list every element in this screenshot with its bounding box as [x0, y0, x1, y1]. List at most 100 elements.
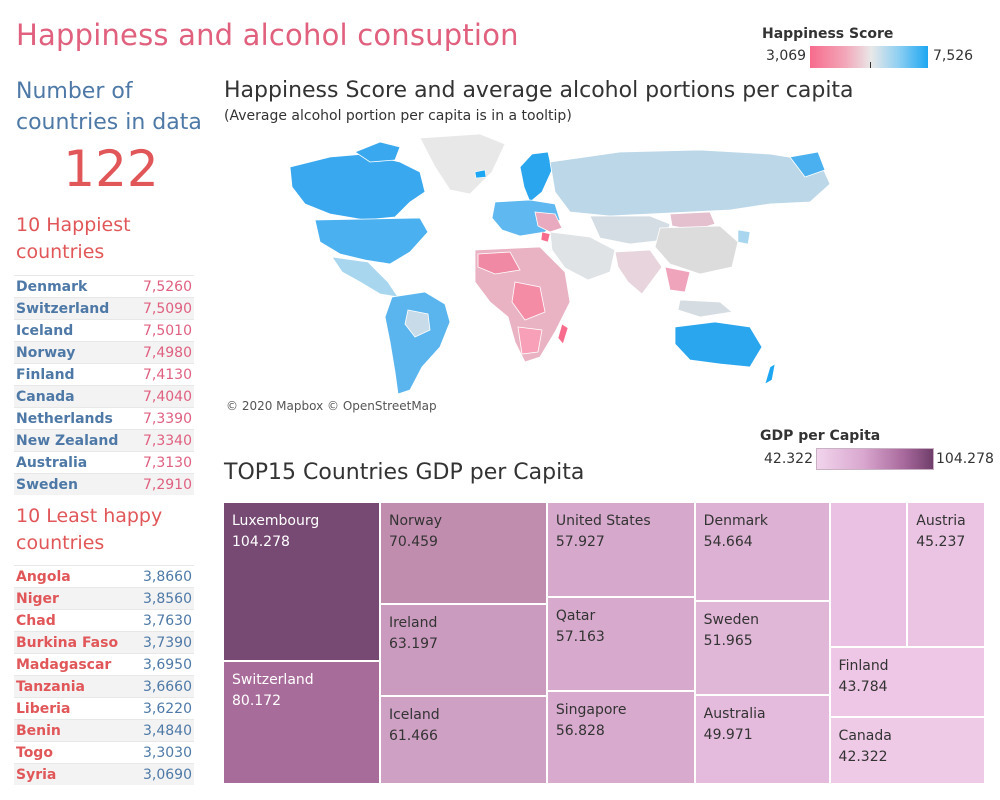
- middle-east-region[interactable]: [549, 231, 616, 281]
- treemap-tile[interactable]: Norway 70.459: [379, 502, 547, 605]
- gdp-treemap: Luxembourg 104.278 Switzerland 80.172 Norw…: [223, 502, 985, 784]
- treemap-tile[interactable]: Switzerland 80.172: [223, 661, 380, 784]
- dashboard-title: Happiness and alcohol consuption: [16, 18, 519, 52]
- table-row[interactable]: Sweden 7,2910: [14, 473, 194, 495]
- table-row[interactable]: Australia 7,3130: [14, 451, 194, 474]
- country-name: Chad: [14, 609, 134, 632]
- mexico-region[interactable]: [331, 256, 399, 298]
- treemap-tile[interactable]: Iceland 61.466: [379, 696, 547, 784]
- happiness-score: 7,5090: [133, 297, 194, 320]
- country-name: Finland: [14, 363, 134, 386]
- australia-region[interactable]: [674, 321, 763, 368]
- tile-value: 104.278: [232, 534, 290, 550]
- south-america-region[interactable]: [384, 291, 451, 395]
- table-row[interactable]: Canada 7,4040: [14, 385, 194, 408]
- greenland-region[interactable]: [419, 133, 506, 195]
- treemap-tile[interactable]: Austria 45.237: [907, 502, 985, 647]
- arctic-islands-region[interactable]: [354, 141, 401, 163]
- country-name: Benin: [14, 719, 134, 742]
- tile-country: Sweden: [703, 611, 759, 628]
- usa-region[interactable]: [314, 217, 429, 265]
- iceland-region[interactable]: [474, 169, 487, 179]
- happiness-score: 3,4840: [133, 719, 194, 742]
- andes-region[interactable]: [404, 309, 431, 338]
- gdp-legend[interactable]: GDP per Capita 42.322 104.278: [760, 428, 995, 474]
- happiness-legend-max: 7,526: [933, 48, 974, 64]
- treemap-tile[interactable]: Australia 49.971: [694, 694, 830, 784]
- table-row[interactable]: Tanzania 3,6660: [14, 675, 194, 698]
- happiness-score: 3,7630: [133, 609, 194, 632]
- southern-africa-region[interactable]: [517, 326, 543, 355]
- table-row[interactable]: Togo 3,3030: [14, 741, 194, 764]
- table-row[interactable]: Burkina Faso 3,7390: [14, 631, 194, 654]
- table-row[interactable]: Madagascar 3,6950: [14, 653, 194, 676]
- table-row[interactable]: Benin 3,4840: [14, 719, 194, 742]
- gdp-legend-title: GDP per Capita: [760, 428, 881, 444]
- map-title: Happiness Score and average alcohol port…: [224, 78, 854, 103]
- treemap-tile[interactable]: Finland 43.784: [829, 646, 985, 718]
- happiness-score: 3,6220: [133, 697, 194, 720]
- treemap-tile[interactable]: Canada 42.322: [829, 717, 985, 784]
- tile-country: Canada: [838, 728, 892, 745]
- table-row[interactable]: Niger 3,8560: [14, 587, 194, 610]
- table-row[interactable]: Netherlands 7,3390: [14, 407, 194, 430]
- table-row[interactable]: New Zealand 7,3340: [14, 429, 194, 452]
- world-map[interactable]: [270, 132, 840, 407]
- happiness-score: 7,4040: [133, 385, 194, 408]
- treemap-tile[interactable]: Sweden 51.965: [694, 600, 830, 695]
- tile-value: 56.828: [555, 722, 605, 739]
- new-zealand-region[interactable]: [764, 363, 776, 385]
- happiness-score: 7,2910: [133, 473, 194, 495]
- treemap-tile[interactable]: Denmark 54.664: [694, 502, 830, 601]
- happiest-title-line1: 10 Happiest: [16, 214, 131, 236]
- tile-value: 57.163: [555, 629, 605, 646]
- tile-value: 49.971: [703, 726, 753, 743]
- madagascar-region[interactable]: [557, 323, 569, 345]
- treemap-tile[interactable]: Luxembourg 104.278: [223, 502, 380, 662]
- treemap-tile[interactable]: Qatar 57.163: [546, 597, 695, 691]
- happiness-score: 3,7390: [133, 631, 194, 654]
- table-row[interactable]: Syria 3,0690: [14, 763, 194, 785]
- country-name: Norway: [14, 341, 134, 364]
- happiness-score: 3,6950: [133, 653, 194, 676]
- happiness-score: 7,4130: [133, 363, 194, 386]
- japan-region[interactable]: [737, 229, 751, 245]
- treemap-tile[interactable]: [829, 502, 908, 647]
- happiness-score: 3,8560: [133, 587, 194, 610]
- indonesia-region[interactable]: [677, 299, 733, 318]
- far-east-region[interactable]: [789, 151, 826, 178]
- treemap-tile[interactable]: Singapore 56.828: [546, 690, 695, 784]
- sahel-region[interactable]: [477, 251, 521, 275]
- table-row[interactable]: Denmark 7,5260: [14, 275, 194, 298]
- syria-region[interactable]: [540, 231, 551, 243]
- scandinavia-region[interactable]: [519, 151, 553, 203]
- treemap-tile[interactable]: United States 57.927: [546, 502, 695, 598]
- country-name: Tanzania: [14, 675, 134, 698]
- southeast-asia-region[interactable]: [664, 266, 691, 293]
- country-name: Canada: [14, 385, 134, 408]
- happiness-legend[interactable]: Happiness Score 3,069 7,526: [762, 26, 987, 74]
- countries-count-title-line1: Number of: [16, 79, 133, 104]
- balkans-region[interactable]: [534, 211, 563, 233]
- least-happy-title-line2: countries: [16, 532, 105, 554]
- happiness-score: 7,3340: [133, 429, 194, 452]
- table-row[interactable]: Liberia 3,6220: [14, 697, 194, 720]
- tile-value: 63.197: [388, 636, 438, 653]
- table-row[interactable]: Finland 7,4130: [14, 363, 194, 386]
- country-name: Burkina Faso: [14, 631, 134, 654]
- happiness-score: 7,5260: [133, 275, 194, 298]
- central-africa-region[interactable]: [511, 281, 546, 321]
- table-row[interactable]: Norway 7,4980: [14, 341, 194, 364]
- tile-country: United States: [555, 513, 651, 529]
- russia-region[interactable]: [549, 149, 831, 217]
- country-name: Iceland: [14, 319, 134, 342]
- table-row[interactable]: Switzerland 7,5090: [14, 297, 194, 320]
- table-row[interactable]: Iceland 7,5010: [14, 319, 194, 342]
- china-region[interactable]: [654, 225, 739, 275]
- country-name: Switzerland: [14, 297, 134, 320]
- table-row[interactable]: Chad 3,7630: [14, 609, 194, 632]
- treemap-tile[interactable]: Ireland 63.197: [379, 604, 547, 696]
- happiness-legend-min: 3,069: [766, 48, 807, 64]
- india-region[interactable]: [614, 249, 663, 295]
- table-row[interactable]: Angola 3,8660: [14, 565, 194, 588]
